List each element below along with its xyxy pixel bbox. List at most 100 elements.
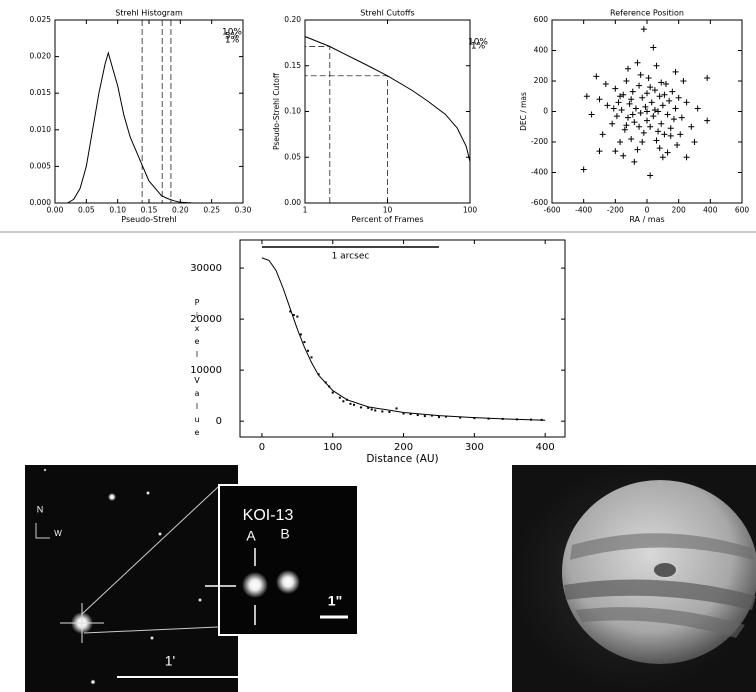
point: [589, 112, 595, 118]
point: [650, 113, 656, 119]
component-label: B: [280, 526, 289, 542]
point: [668, 133, 674, 139]
y-tick-label: 0.00: [284, 198, 301, 207]
point: [374, 409, 376, 411]
point: [339, 397, 341, 399]
great-red-spot: [653, 562, 677, 578]
x-tick-label: 1: [303, 206, 308, 215]
point: [388, 411, 390, 413]
y-tick-label: 30000: [190, 263, 222, 274]
x-tick-label: 100: [463, 206, 478, 215]
point: [665, 150, 671, 156]
x-tick-label: 200: [394, 442, 413, 453]
point: [647, 124, 653, 130]
point: [410, 413, 412, 415]
point: [627, 101, 633, 107]
y-tick-label: 0.10: [284, 107, 301, 116]
scale-label: 1': [165, 653, 175, 669]
point: [622, 127, 628, 133]
point: [293, 314, 295, 316]
y-tick-label: 0.020: [30, 52, 52, 61]
y-tick-label: 0.015: [30, 88, 52, 97]
point: [303, 341, 305, 343]
point: [381, 410, 383, 412]
point: [403, 413, 405, 415]
scale-label: 1": [328, 593, 342, 609]
point: [612, 86, 618, 92]
point: [646, 75, 652, 81]
star: [91, 680, 96, 685]
point: [631, 119, 637, 125]
point: [625, 66, 631, 72]
point: [673, 105, 679, 111]
x-tick-label: -400: [575, 206, 592, 215]
point: [623, 78, 629, 84]
point: [360, 406, 362, 408]
point: [677, 131, 683, 137]
point: [300, 333, 302, 335]
point: [296, 316, 298, 318]
x-tick-label: 100: [323, 442, 342, 453]
star-a: [242, 572, 268, 598]
star-field: N W 1': [25, 465, 240, 692]
point: [581, 166, 587, 172]
point: [612, 148, 618, 154]
y-tick-label: 0.025: [30, 15, 52, 24]
point: [688, 124, 694, 130]
point: [620, 153, 626, 159]
point: [641, 26, 647, 32]
point: [638, 110, 644, 116]
point: [604, 102, 610, 108]
inset: KOI-13 A B 1": [205, 485, 358, 635]
y-tick-label: 0.005: [30, 161, 52, 170]
point: [655, 109, 661, 115]
x-axis-label: Pseudo-Strehl: [121, 215, 176, 224]
point: [619, 107, 625, 113]
point: [661, 92, 667, 98]
jupiter-image: [512, 465, 756, 692]
y-tick-label: 0: [543, 107, 548, 116]
compass-label: N: [37, 504, 44, 514]
x-tick-label: 400: [536, 442, 555, 453]
y-tick-label: 200: [534, 76, 549, 85]
point: [346, 399, 348, 401]
point: [684, 99, 690, 105]
component-label: A: [246, 528, 256, 544]
x-tick-label: 10: [383, 206, 393, 215]
point: [657, 93, 663, 99]
x-tick-label: 300: [465, 442, 484, 453]
y-tick-label: -400: [531, 168, 548, 177]
point: [424, 415, 426, 417]
point: [617, 139, 623, 145]
chart-title: Reference Position: [610, 9, 684, 18]
point: [325, 381, 327, 383]
x-tick-label: 0.30: [235, 206, 252, 215]
y-tick-label: -600: [531, 198, 548, 207]
point: [647, 173, 653, 179]
x-tick-label: 0.25: [203, 206, 220, 215]
field-background: [25, 465, 238, 692]
point: [636, 83, 642, 89]
annotation: 1%: [471, 42, 486, 52]
point: [541, 419, 543, 421]
point: [617, 93, 623, 99]
point: [349, 403, 351, 405]
inset-title: KOI-13: [243, 507, 294, 524]
annotation: 1%: [225, 36, 240, 46]
x-axis-label: Percent of Frames: [352, 215, 424, 224]
guide-line: [305, 47, 330, 203]
y-tick-label: 0.20: [284, 15, 301, 24]
figure: N W 1' KOI-13 A B 1" Strehl Histogram0.0…: [0, 0, 756, 692]
y-tick-label: 400: [534, 46, 549, 55]
point: [704, 118, 710, 124]
point: [623, 122, 629, 128]
plot-frame: [240, 240, 565, 437]
point: [641, 130, 647, 136]
point: [614, 113, 620, 119]
plot-frame: [55, 20, 243, 203]
point: [642, 104, 648, 110]
y-tick-label: 0.010: [30, 125, 52, 134]
point: [342, 400, 344, 402]
x-axis-label: Distance (AU): [366, 453, 438, 465]
